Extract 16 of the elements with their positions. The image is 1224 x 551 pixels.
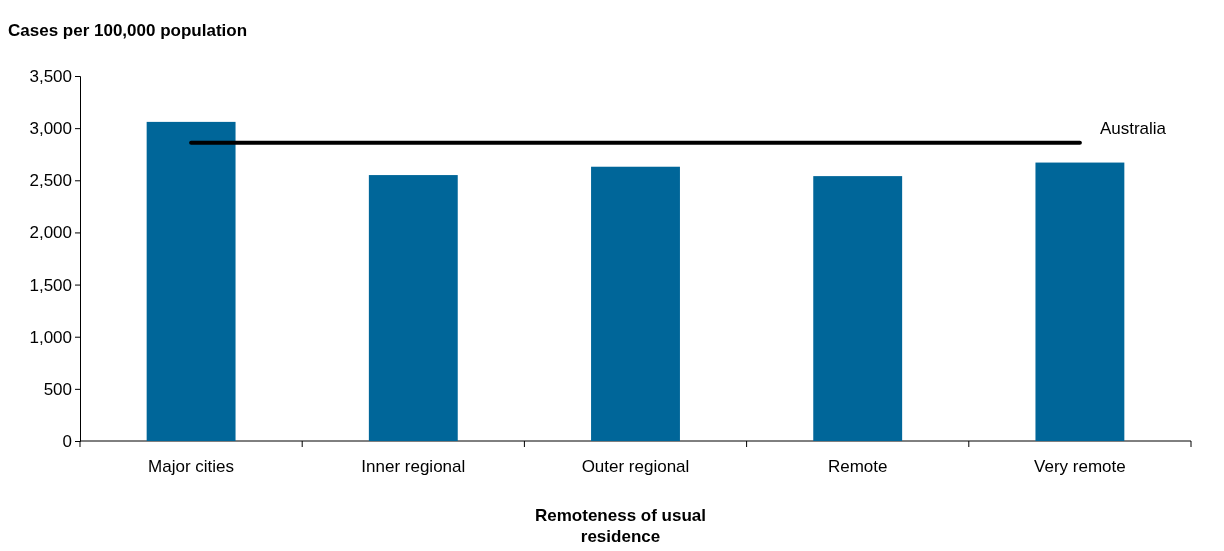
series-label: Australia xyxy=(1099,118,1167,138)
y-tick-label: 1,500 xyxy=(29,275,72,295)
y-tick-label: 1,000 xyxy=(29,327,72,347)
x-tick-label: Outer regional xyxy=(581,457,690,476)
y-tick-label: 0 xyxy=(62,431,72,451)
y-tick-label: 3,500 xyxy=(29,66,72,86)
x-axis-title: Remoteness of usual residence xyxy=(535,506,706,546)
x-tick-label: Very remote xyxy=(1034,457,1126,476)
y-tick-label: 500 xyxy=(43,379,72,399)
y-tick-label: 2,500 xyxy=(29,171,72,191)
x-tick-label: Inner regional xyxy=(361,457,466,476)
x-tick-label: Remote xyxy=(827,457,888,476)
y-tick-label: 3,000 xyxy=(29,119,72,139)
y-tick-label: 2,000 xyxy=(29,223,72,243)
x-tick-label: Major cities xyxy=(148,457,235,476)
y-axis-title: Cases per 100,000 population xyxy=(8,21,248,40)
